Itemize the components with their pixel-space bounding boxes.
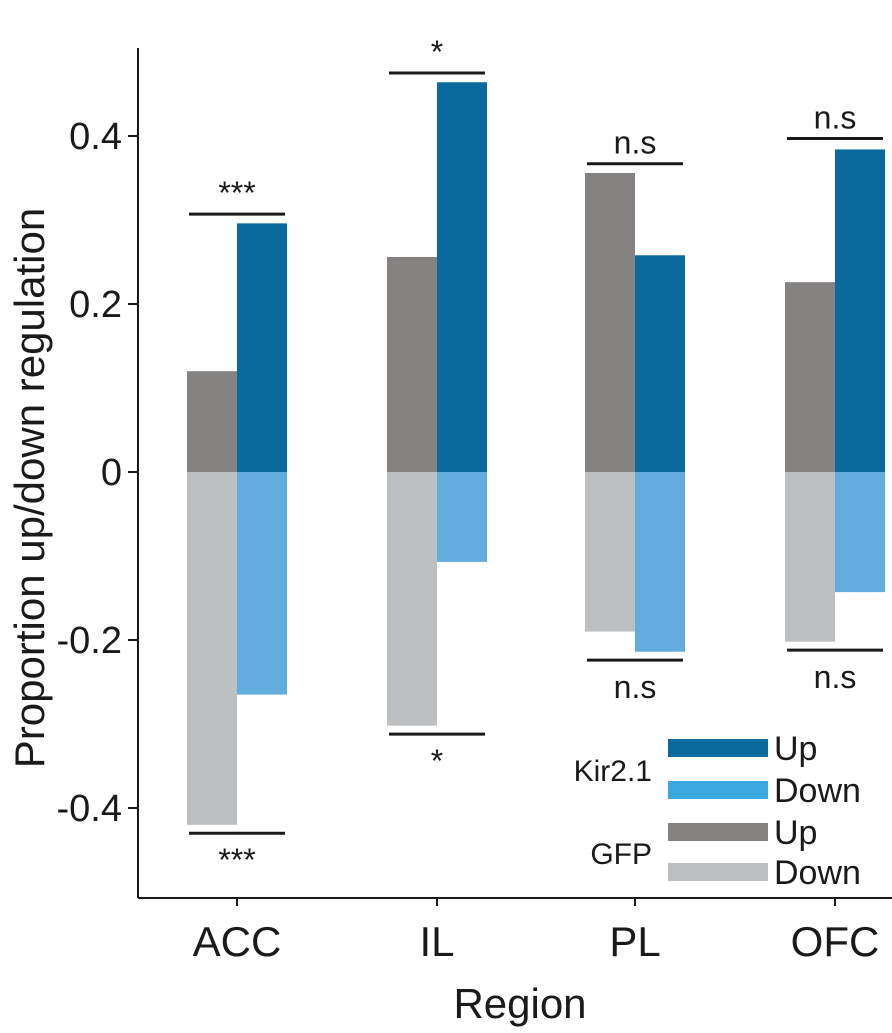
x-category-label: IL [419, 918, 454, 965]
bar-pl-gfp-up [585, 172, 635, 472]
bar-pl-kir21-down [635, 472, 685, 652]
bar-pl-kir21-up [635, 255, 685, 472]
significance-annotations: ********n.sn.sn.sn.s [189, 34, 883, 878]
x-category-label: OFC [791, 918, 880, 965]
bar-ofc-kir21-up [835, 149, 885, 472]
legend-entry-label: Down [774, 772, 861, 810]
bar-ofc-kir21-down [835, 472, 885, 593]
bar-acc-kir21-down [237, 472, 287, 695]
x-axis-title: Region [453, 980, 586, 1027]
significance-label: n.s [614, 669, 657, 705]
bars-layer [187, 82, 885, 825]
significance-label: n.s [814, 659, 857, 695]
y-ticks: 0.4 0.2 0 -0.2 -0.4 [57, 116, 138, 830]
y-tick-label: 0.4 [69, 116, 122, 158]
bar-il-kir21-down [437, 472, 487, 562]
significance-label: * [431, 34, 443, 70]
y-tick-label: -0.4 [57, 788, 122, 830]
y-tick-label: -0.2 [57, 620, 122, 662]
significance-label: n.s [614, 125, 657, 161]
legend-swatch [668, 739, 768, 757]
significance-label: *** [218, 175, 255, 211]
bar-acc-gfp-down [187, 472, 237, 825]
y-axis-title: Proportion up/down regulation [6, 208, 53, 768]
bar-il-gfp-down [387, 472, 437, 726]
bar-ofc-gfp-down [785, 472, 835, 642]
bar-il-kir21-up [437, 82, 487, 473]
legend-swatch [668, 781, 768, 799]
legend-swatch [668, 863, 768, 881]
x-category-label: PL [609, 918, 660, 965]
significance-label: n.s [814, 100, 857, 136]
bar-acc-gfp-up [187, 371, 237, 472]
y-tick-label: 0.2 [69, 284, 122, 326]
x-category-labels: ACC IL PL OFC [193, 898, 880, 965]
legend-swatch [668, 823, 768, 841]
legend-entry-label: Up [774, 814, 817, 852]
legend-entry-label: Up [774, 730, 817, 768]
legend-group-label: Kir2.1 [574, 755, 652, 788]
y-tick-label: 0 [101, 452, 122, 494]
bar-il-gfp-up [387, 256, 437, 472]
bar-acc-kir21-up [237, 223, 287, 472]
legend-group-label: GFP [590, 838, 652, 871]
bar-ofc-gfp-up [785, 282, 835, 472]
bar-pl-gfp-down [585, 472, 635, 632]
significance-label: * [431, 743, 443, 779]
significance-label: *** [218, 842, 255, 878]
legend-entry-label: Down [774, 854, 861, 892]
x-category-label: ACC [193, 918, 282, 965]
